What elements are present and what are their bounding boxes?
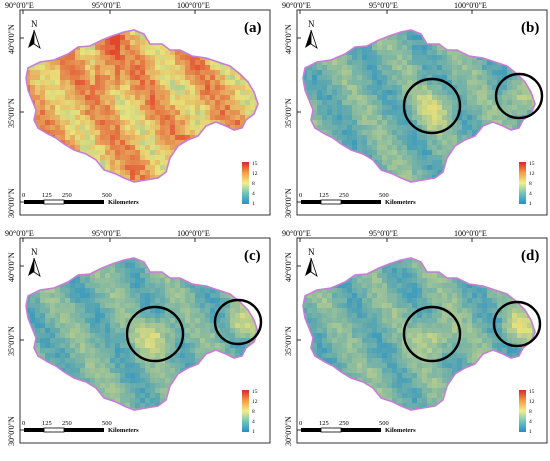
north-arrow-icon: N	[28, 247, 40, 276]
legend-tick: 8	[252, 181, 255, 187]
latitude-label: 30°0'0"N	[7, 188, 16, 218]
latitude-label: 30°0'0"N	[284, 188, 293, 218]
north-label: N	[31, 247, 38, 257]
scale-tick: 125	[42, 420, 52, 427]
longitude-label: 100°0'0"E	[454, 229, 487, 238]
colorbar-legend: 15 12 8 4 1	[519, 161, 535, 207]
longitude-label: 95°0'0"E	[92, 229, 121, 238]
colorbar	[519, 162, 526, 204]
legend-tick: 4	[529, 191, 532, 197]
panel-label: (a)	[244, 20, 262, 36]
longitude-label: 100°0'0"E	[177, 1, 210, 10]
scale-tick: 125	[319, 420, 329, 427]
legend-tick: 15	[529, 161, 535, 167]
scale-unit: Kilometers	[108, 199, 139, 206]
scale-tick: 125	[42, 192, 52, 199]
latitude-label: 35°0'0"N	[7, 326, 16, 356]
scale-tick: 500	[379, 192, 389, 199]
legend-tick: 8	[252, 409, 255, 415]
legend-tick: 4	[529, 419, 532, 425]
raster-layer	[297, 253, 542, 418]
legend-tick: 1	[529, 429, 532, 435]
north-label: N	[308, 247, 315, 257]
latitude-label: 35°0'0"N	[284, 326, 293, 356]
colorbar-legend: 15 12 8 4 1	[519, 389, 535, 435]
longitude-label: 95°0'0"E	[369, 229, 398, 238]
longitude-label: 95°0'0"E	[369, 1, 398, 10]
north-label: N	[308, 19, 315, 29]
legend-tick: 12	[252, 171, 258, 177]
longitude-label: 90°0'0"E	[282, 229, 311, 238]
scale-tick: 0	[22, 420, 25, 427]
colorbar	[242, 390, 249, 432]
latitude-label: 40°0'0"N	[284, 24, 293, 54]
latitude-label: 30°0'0"N	[284, 416, 293, 446]
legend-tick: 15	[529, 389, 535, 395]
legend-tick: 15	[252, 389, 258, 395]
north-label: N	[31, 19, 38, 29]
scale-tick: 250	[62, 192, 72, 199]
legend-tick: 1	[252, 429, 255, 435]
legend-tick: 15	[252, 161, 258, 167]
colorbar-legend: 15 12 8 4 1	[242, 161, 258, 207]
scale-tick: 250	[339, 192, 349, 199]
scale-unit: Kilometers	[385, 427, 416, 434]
latitude-label: 35°0'0"N	[284, 98, 293, 128]
longitude-label: 90°0'0"E	[5, 1, 34, 10]
panel-label: (b)	[521, 20, 539, 36]
panel-label: (c)	[244, 248, 261, 264]
latitude-label: 40°0'0"N	[7, 252, 16, 282]
scale-tick: 500	[102, 192, 112, 199]
legend-tick: 1	[252, 201, 255, 207]
latitude-label: 40°0'0"N	[284, 252, 293, 282]
scale-tick: 0	[299, 192, 302, 199]
scale-tick: 250	[62, 420, 72, 427]
legend-tick: 4	[252, 191, 255, 197]
legend-tick: 12	[252, 399, 258, 405]
scale-tick: 0	[299, 420, 302, 427]
north-arrow-icon: N	[305, 19, 317, 48]
longitude-label: 100°0'0"E	[177, 229, 210, 238]
raster-layer	[20, 25, 265, 190]
raster-layer	[297, 25, 542, 190]
longitude-label: 90°0'0"E	[5, 229, 34, 238]
raster-layer	[20, 253, 265, 418]
scale-tick: 500	[379, 420, 389, 427]
scale-tick: 0	[22, 192, 25, 199]
panel-label: (d)	[521, 248, 539, 264]
longitude-label: 90°0'0"E	[282, 1, 311, 10]
longitude-label: 95°0'0"E	[92, 1, 121, 10]
legend-tick: 8	[529, 409, 532, 415]
latitude-label: 35°0'0"N	[7, 98, 16, 128]
legend-tick: 12	[529, 399, 535, 405]
latitude-label: 30°0'0"N	[7, 416, 16, 446]
colorbar-legend: 15 12 8 4 1	[242, 389, 258, 435]
north-arrow-icon: N	[305, 247, 317, 276]
longitude-label: 100°0'0"E	[454, 1, 487, 10]
legend-tick: 4	[252, 419, 255, 425]
scale-tick: 125	[319, 192, 329, 199]
scale-unit: Kilometers	[108, 427, 139, 434]
colorbar	[242, 162, 249, 204]
scale-tick: 500	[102, 420, 112, 427]
north-arrow-icon: N	[28, 19, 40, 48]
legend-tick: 1	[529, 201, 532, 207]
latitude-label: 40°0'0"N	[7, 24, 16, 54]
scale-unit: Kilometers	[385, 199, 416, 206]
legend-tick: 12	[529, 171, 535, 177]
scale-tick: 250	[339, 420, 349, 427]
legend-tick: 8	[529, 181, 532, 187]
colorbar	[519, 390, 526, 432]
